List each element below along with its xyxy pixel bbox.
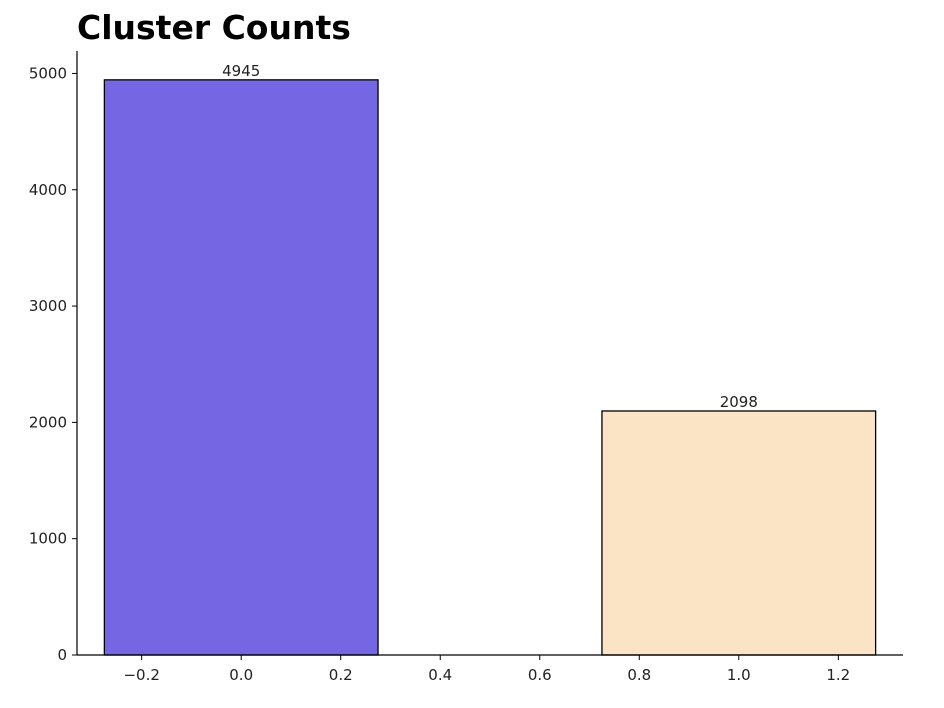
x-tick-label: −0.2 [123,666,159,684]
y-tick-label: 1000 [29,530,67,548]
bars-group [103,79,877,656]
y-tick-label: 0 [57,646,67,664]
x-tick-label: 0.8 [627,666,651,684]
x-tick-label: 1.2 [826,666,850,684]
bar-value-label: 4945 [222,62,260,80]
bar-value-label: 2098 [720,393,758,411]
y-tick-label: 5000 [29,64,67,82]
bar-1 [601,410,877,656]
x-tick-label: 0.0 [229,666,253,684]
x-tick-label: 1.0 [727,666,751,684]
y-tick-label: 4000 [29,181,67,199]
x-tick-label: 0.2 [329,666,353,684]
bar-0 [103,79,379,656]
axes-group [76,51,903,656]
y-tick-label: 3000 [29,297,67,315]
x-ticks-group: −0.2 0.0 0.2 0.4 0.6 0.8 1.0 1.2 [123,655,850,684]
chart-title: Cluster Counts [77,8,351,47]
x-tick-label: 0.6 [528,666,552,684]
data-labels-group: 4945 2098 [222,62,758,411]
y-tick-label: 2000 [29,413,67,431]
x-tick-label: 0.4 [428,666,452,684]
y-ticks-group: 0 1000 2000 3000 4000 5000 [29,64,77,664]
